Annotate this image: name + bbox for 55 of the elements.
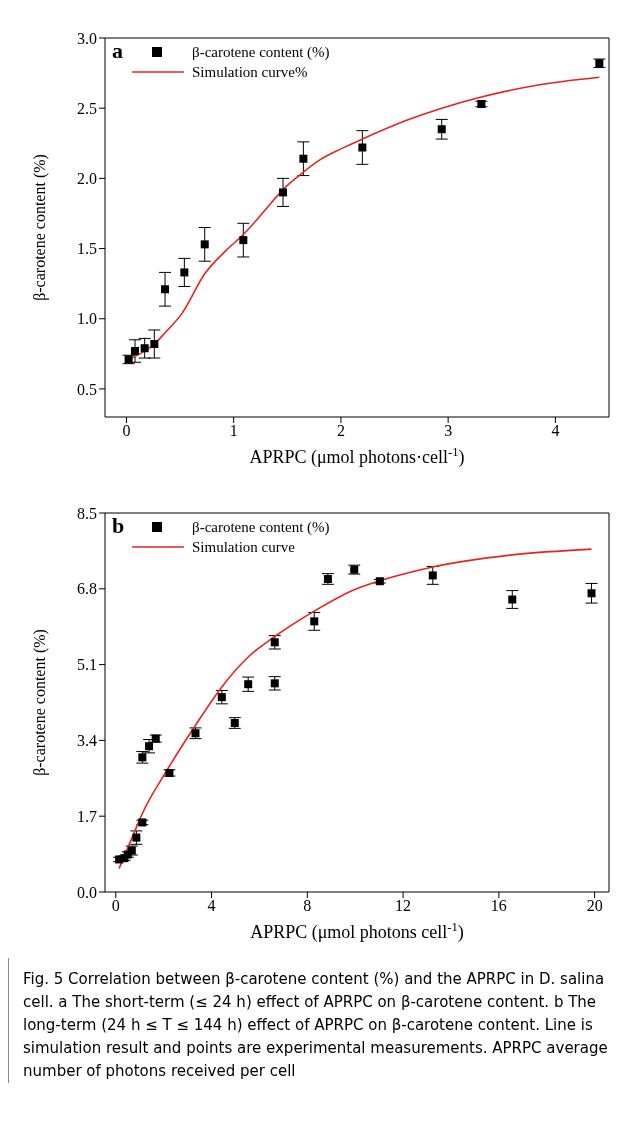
point: [428, 571, 437, 580]
point: [165, 768, 174, 777]
y-tick-label: 1.5: [77, 240, 97, 258]
x-axis-title: APRPC (μmol photons·cell$^{-1}$): [249, 445, 465, 468]
y-tick-label: 8.5: [77, 504, 97, 522]
point: [279, 188, 288, 197]
y-tick-label: 2.5: [77, 99, 97, 117]
point: [299, 154, 308, 163]
point: [587, 589, 596, 598]
x-tick-label: 3: [444, 422, 453, 440]
annotation: a: [112, 38, 123, 64]
point: [138, 818, 147, 827]
point: [180, 268, 189, 277]
legend-label: Simulation curve: [192, 538, 295, 556]
y-axis-title: β-carotene content (%): [31, 154, 49, 301]
point: [140, 344, 149, 353]
annotation: b: [112, 513, 125, 539]
y-tick-label: 6.8: [77, 580, 97, 598]
legend-label: β-carotene content (%): [192, 518, 330, 536]
y-axis-title: β-carotene content (%): [31, 629, 49, 776]
y-tick-label: 5.1: [77, 656, 97, 674]
point: [358, 143, 367, 152]
point: [217, 693, 226, 702]
x-tick-label: 0: [111, 897, 120, 915]
x-tick-label: 16: [490, 897, 507, 915]
point: [131, 347, 140, 356]
point: [477, 99, 486, 108]
point: [375, 577, 384, 586]
y-tick-label: 0.0: [77, 883, 97, 901]
point: [508, 595, 517, 604]
caption: Fig. 5 Correlation between β-carotene content (%) and the APRPC in D. salina cell. a The short-term (≤ 24 h) effect of APRPC on β-carotene content. b The long-term (24 h ≤ T ≤ 144 h) effect of APRPC on β-carotene content. Line is simulation result and points are experimental measurements. APRPC average number of photons received per cell: [8, 958, 621, 1083]
y-tick-label: 1.7: [77, 807, 97, 825]
x-tick-label: 4: [551, 422, 560, 440]
x-tick-label: 0: [122, 422, 131, 440]
point: [200, 240, 209, 249]
y-tick-label: 1.0: [77, 310, 97, 328]
x-tick-label: 4: [207, 897, 216, 915]
x-tick-label: 1: [229, 422, 238, 440]
x-tick-label: 2: [336, 422, 345, 440]
point: [310, 617, 319, 626]
y-tick-label: 3.4: [77, 732, 97, 750]
x-tick-label: 8: [303, 897, 312, 915]
x-axis-title: APRPC (μmol photons cell$^{-1}$): [250, 920, 464, 943]
point: [239, 236, 248, 245]
legend-label: Simulation curve%: [192, 63, 308, 81]
x-tick-label: 12: [395, 897, 412, 915]
y-tick-label: 2.0: [77, 170, 97, 188]
point: [150, 340, 159, 349]
legend-label: β-carotene content (%): [192, 43, 330, 61]
point: [161, 285, 170, 294]
y-tick-label: 0.5: [77, 380, 97, 398]
y-tick-label: 3.0: [77, 29, 97, 47]
x-tick-label: 20: [586, 897, 603, 915]
point: [437, 125, 446, 134]
point: [244, 680, 253, 689]
